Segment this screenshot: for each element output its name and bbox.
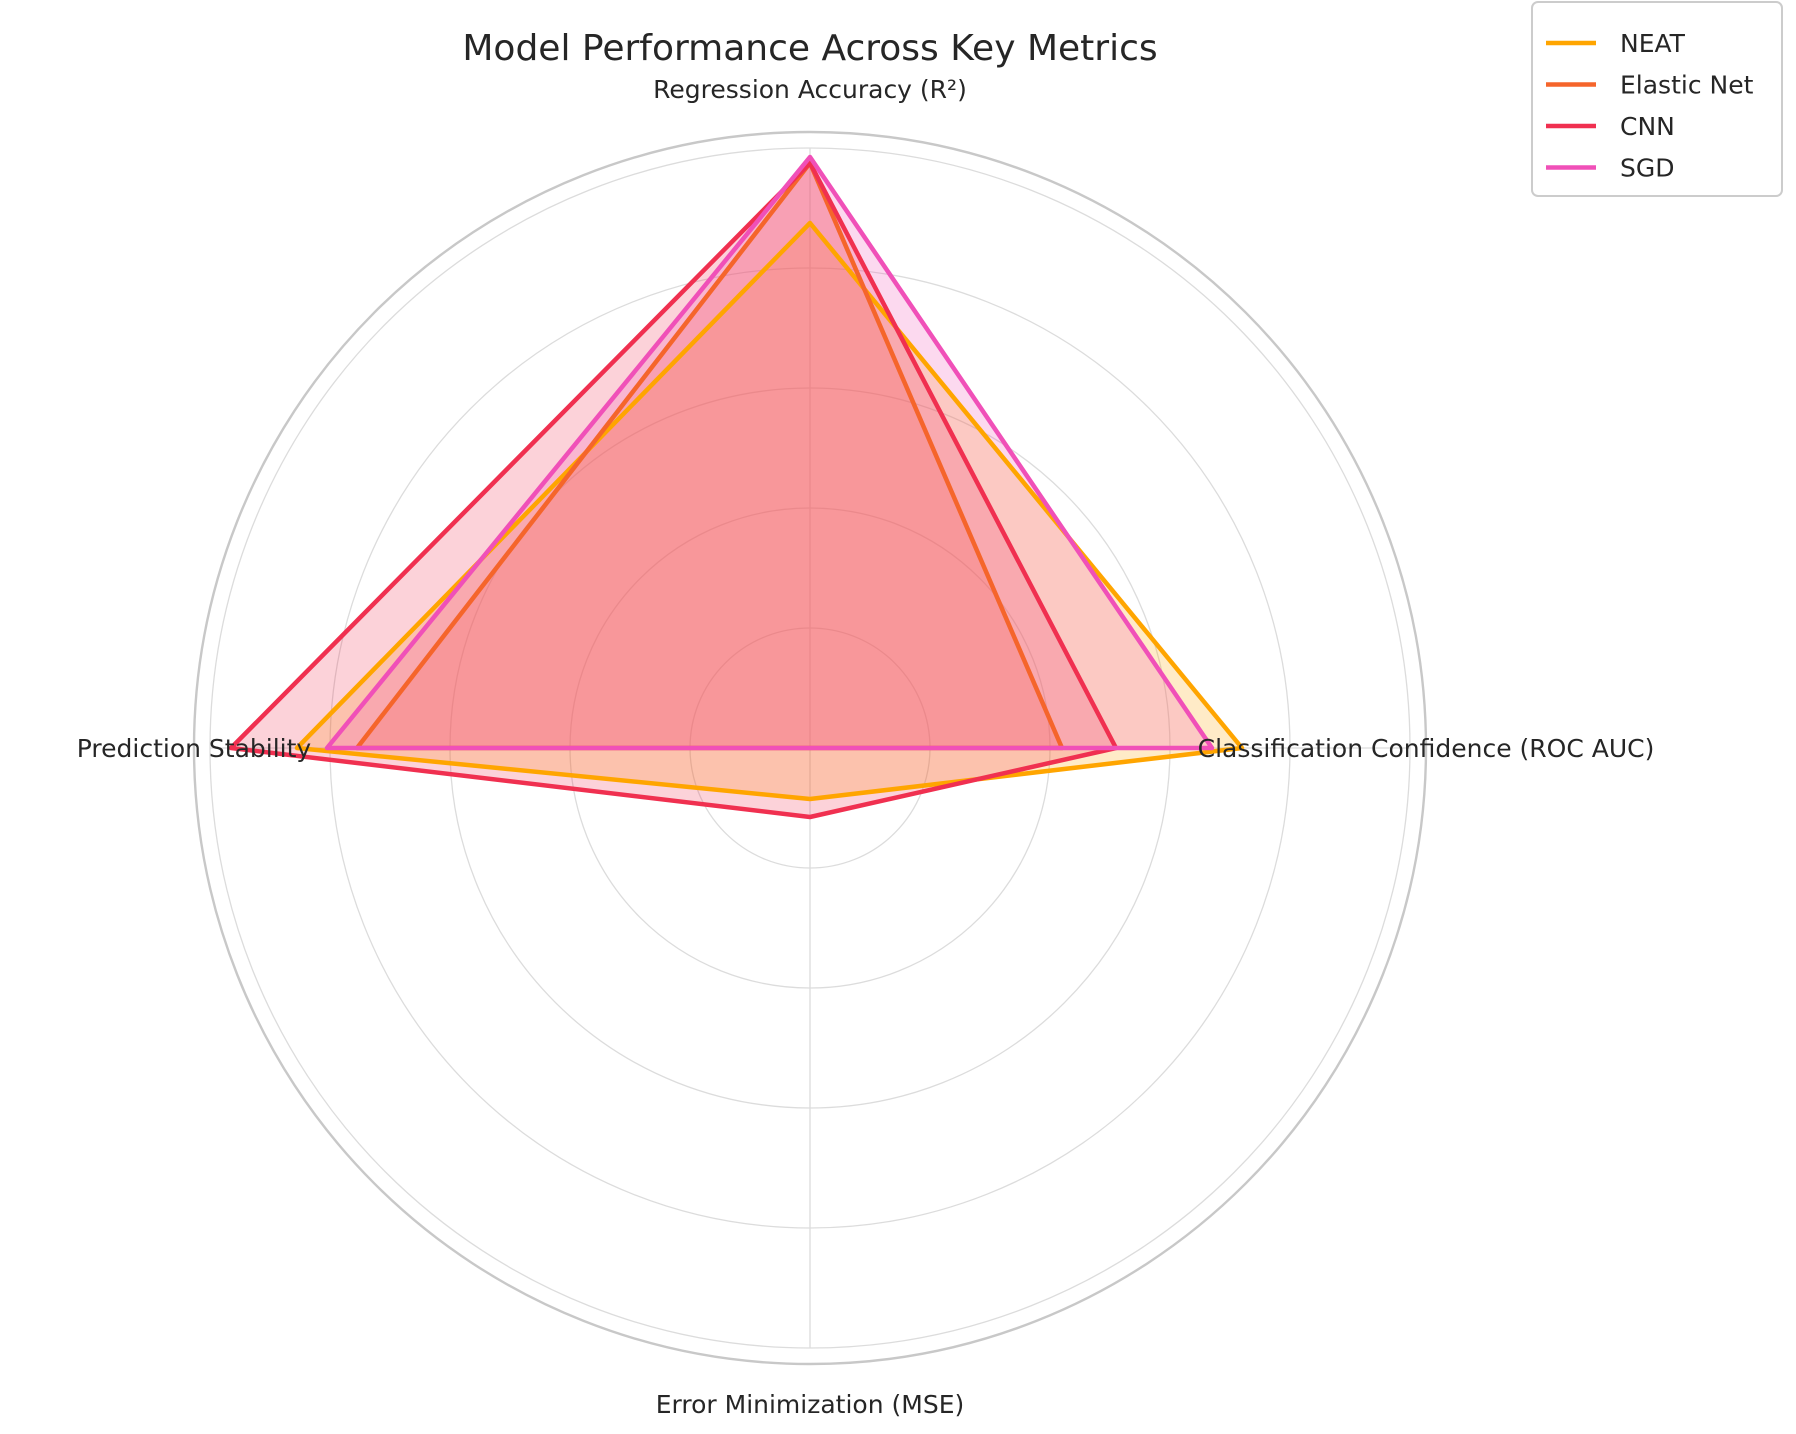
- legend: NEAT Elastic Net CNN SGD: [1531, 1, 1783, 197]
- axis-label-1: Regression Accuracy (R²): [653, 75, 967, 104]
- axis-labels: Regression Accuracy (R²) Classification C…: [77, 75, 1655, 1419]
- series-fill-sgd: [327, 157, 1212, 748]
- legend-frame: [1531, 1, 1783, 197]
- series-fills: [231, 157, 1242, 817]
- series-line-sgd: [324, 154, 1215, 751]
- legend-label-cnn: CNN: [1620, 112, 1675, 141]
- outer-frame-ring: [192, 130, 1428, 1366]
- legend-label-elastic-net: Elastic Net: [1620, 71, 1754, 100]
- axis-label-2: Classification Confidence (ROC AUC): [1198, 734, 1655, 763]
- legend-label-sgd: SGD: [1620, 154, 1675, 183]
- axis-label-4: Prediction Stability: [77, 734, 312, 763]
- legend-label-neat: NEAT: [1620, 29, 1686, 58]
- series-lines: [228, 154, 1245, 820]
- chart-title: Model Performance Across Key Metrics: [462, 28, 1157, 69]
- series-fill-neat: [297, 223, 1242, 799]
- series-line-cnn: [228, 160, 1119, 820]
- axis-label-3: Error Minimization (MSE): [656, 1390, 965, 1419]
- series-fill-elastic-net: [357, 163, 1062, 748]
